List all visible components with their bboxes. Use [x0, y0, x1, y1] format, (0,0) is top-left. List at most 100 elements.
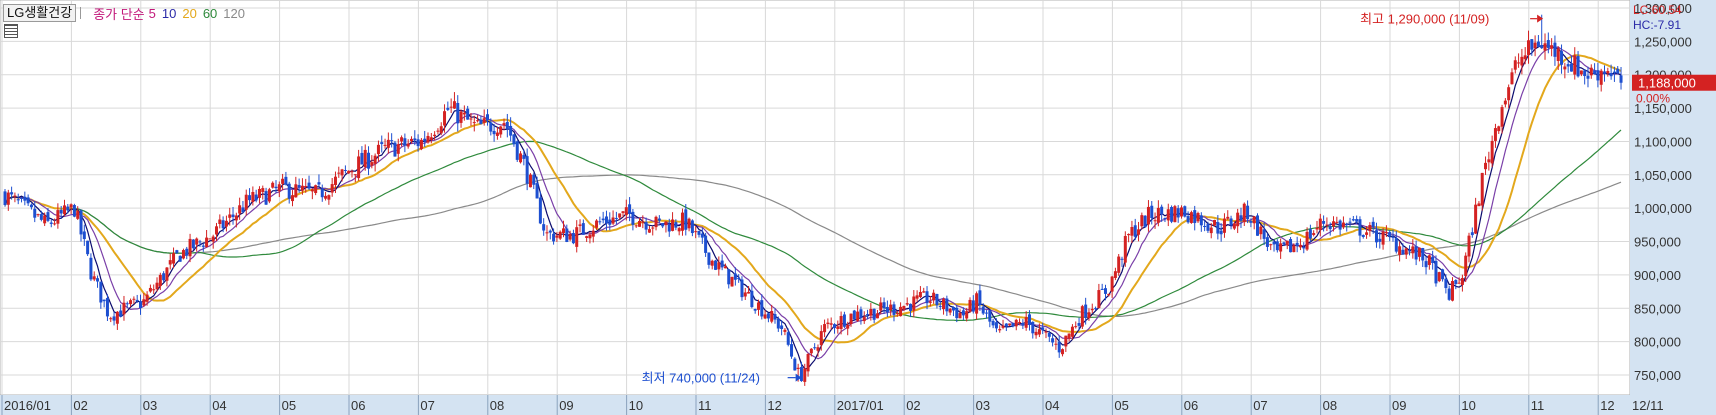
candle-body [1041, 327, 1045, 331]
candle-body [390, 140, 394, 142]
candle-body [1384, 232, 1388, 234]
candle-body [1285, 240, 1289, 246]
candle-body [555, 235, 559, 238]
candle [763, 310, 767, 320]
candle-body [1176, 208, 1180, 218]
candle [29, 203, 33, 210]
candle-body [1487, 159, 1491, 163]
candle-body [568, 234, 572, 240]
candle [657, 215, 661, 224]
candle [1305, 227, 1309, 251]
low-annotation: 최저 740,000 (11/24) [642, 371, 760, 386]
candle [509, 117, 513, 142]
candle-body [902, 305, 906, 310]
candle-body [780, 325, 784, 330]
candle-body [145, 294, 149, 302]
candle [852, 309, 856, 321]
candle [1480, 172, 1484, 211]
candle [918, 286, 922, 299]
candle [1503, 98, 1507, 108]
candle [241, 200, 245, 213]
candle-body [1103, 288, 1107, 294]
candle-body [852, 310, 856, 320]
candle-body [1001, 325, 1005, 328]
candle [396, 138, 400, 162]
candle-body [1569, 63, 1573, 72]
candle-body [1173, 206, 1177, 223]
candle-body [687, 218, 691, 229]
candle [1616, 66, 1620, 75]
candle [737, 274, 741, 283]
candle-body [799, 367, 803, 382]
candle-body [1398, 246, 1402, 255]
candle-body [360, 152, 364, 165]
candle-body [1315, 227, 1319, 230]
candle [985, 310, 989, 319]
y-tick-label: 950,000 [1634, 235, 1681, 250]
candle-body [413, 138, 417, 141]
candle-body [1484, 162, 1488, 170]
candle [1213, 219, 1217, 227]
candle-body [459, 111, 463, 123]
candle-body [406, 143, 410, 147]
candle-body [641, 221, 645, 223]
candle [1384, 225, 1388, 237]
candle-body [1583, 70, 1587, 77]
candle-body [1183, 206, 1187, 217]
candle [1550, 38, 1554, 57]
candle-body [575, 227, 579, 247]
candle-body [373, 155, 377, 164]
candle [1259, 224, 1263, 240]
y-tick-label: 1,100,000 [1634, 134, 1692, 149]
grid-icon[interactable] [4, 24, 18, 38]
candle [456, 95, 460, 132]
candle-body [238, 205, 242, 214]
candle-body [862, 316, 866, 322]
candle-body [1467, 235, 1471, 257]
candle-body [1014, 319, 1018, 327]
ticker-selector[interactable]: LG생활건강 [3, 4, 77, 22]
candle [1408, 245, 1412, 256]
candle [291, 190, 295, 207]
candle [823, 319, 827, 338]
candle [343, 165, 347, 174]
candle [555, 232, 559, 242]
candle-body [66, 206, 70, 211]
candle [1464, 252, 1468, 283]
candle [1556, 46, 1560, 70]
candle [875, 309, 879, 319]
candle-body [132, 298, 136, 300]
candle-body [1061, 349, 1065, 355]
candle-body [264, 191, 268, 205]
y-tick-label: 1,250,000 [1634, 34, 1692, 49]
candle-body [846, 324, 850, 329]
candle [429, 132, 433, 144]
candle-body [287, 183, 291, 199]
candle-body [6, 192, 10, 205]
candle-body [1057, 341, 1061, 353]
candle-body [776, 318, 780, 329]
candle-body [1110, 276, 1114, 292]
candle [971, 295, 975, 314]
candle-body [1470, 232, 1474, 236]
candle-body [443, 111, 447, 126]
candle-body [922, 291, 926, 293]
candle [479, 115, 483, 125]
candle [842, 311, 846, 328]
candle [274, 180, 278, 193]
candle-body [271, 182, 275, 188]
x-tick-label: 08 [490, 398, 504, 413]
legend-bar: LG생활건강 종가 단순 5 10 20 60 120 [0, 4, 245, 22]
candle [661, 223, 665, 229]
candle [1566, 61, 1570, 73]
candle-body [1374, 230, 1378, 243]
candle [932, 289, 936, 304]
candle-body [604, 216, 608, 224]
candle-body [509, 125, 513, 136]
candle [162, 271, 166, 282]
candle [684, 204, 688, 236]
candle [1553, 35, 1557, 66]
candle-body [1434, 260, 1438, 284]
candle [132, 296, 136, 304]
candle [294, 176, 298, 198]
